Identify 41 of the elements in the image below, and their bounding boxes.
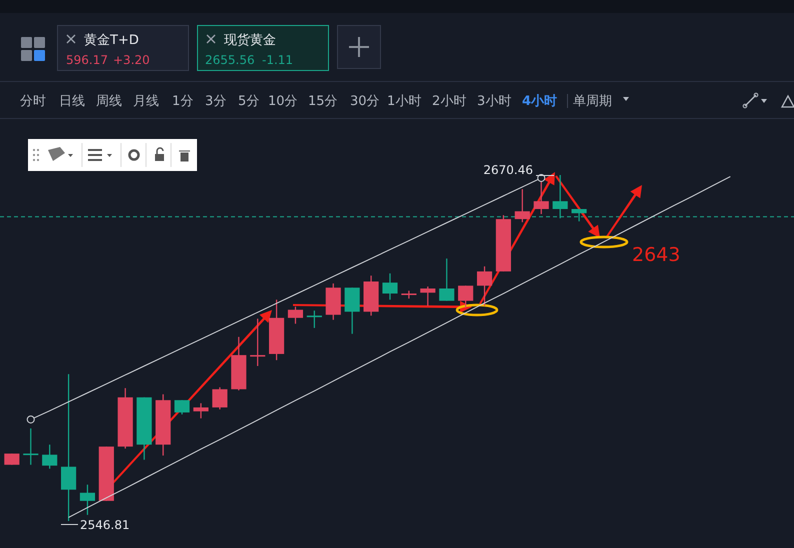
text: 黄金T+D: [84, 33, 139, 48]
annotation: 2643: [632, 244, 680, 266]
candlestick: [250, 318, 266, 367]
text: 10分: [268, 94, 298, 109]
candlestick: [514, 188, 530, 223]
text: 1分: [172, 94, 194, 109]
candlestick: [61, 374, 76, 522]
candlestick: [4, 452, 20, 466]
text: 596.17: [66, 53, 108, 67]
candlestick: [23, 428, 38, 466]
text: 2小时: [432, 94, 466, 109]
text: 分时: [20, 94, 46, 109]
text: 4小时: [522, 94, 558, 109]
text: 3分: [205, 94, 226, 109]
text: 30分: [350, 94, 380, 109]
candlestick: [420, 286, 436, 306]
text: 单周期: [573, 94, 612, 109]
text: +3.20: [113, 53, 150, 67]
candlestick: [212, 386, 228, 410]
text: 月线: [133, 94, 159, 109]
text: 日线: [59, 94, 85, 109]
annotation: 2670.46: [483, 163, 533, 177]
candlestick: [458, 285, 474, 308]
text: 5分: [238, 94, 260, 109]
candlestick: [42, 444, 58, 470]
text: 3小时: [477, 94, 512, 109]
candlestick: [382, 272, 398, 300]
text: -1.11: [262, 53, 294, 67]
candlestick: [476, 266, 492, 306]
text: 2655.56: [205, 53, 255, 67]
candlestick: [306, 310, 322, 329]
annotation: 2546.81: [80, 518, 130, 532]
text: 1小时: [387, 94, 422, 109]
text: 周线: [96, 94, 122, 109]
candlestick: [80, 484, 96, 516]
candlestick: [174, 400, 190, 416]
candlestick: [288, 306, 304, 324]
candlestick: [193, 402, 208, 419]
text: 15分: [308, 94, 338, 109]
text: 现货黄金: [224, 33, 276, 48]
candlestick: [439, 258, 454, 302]
